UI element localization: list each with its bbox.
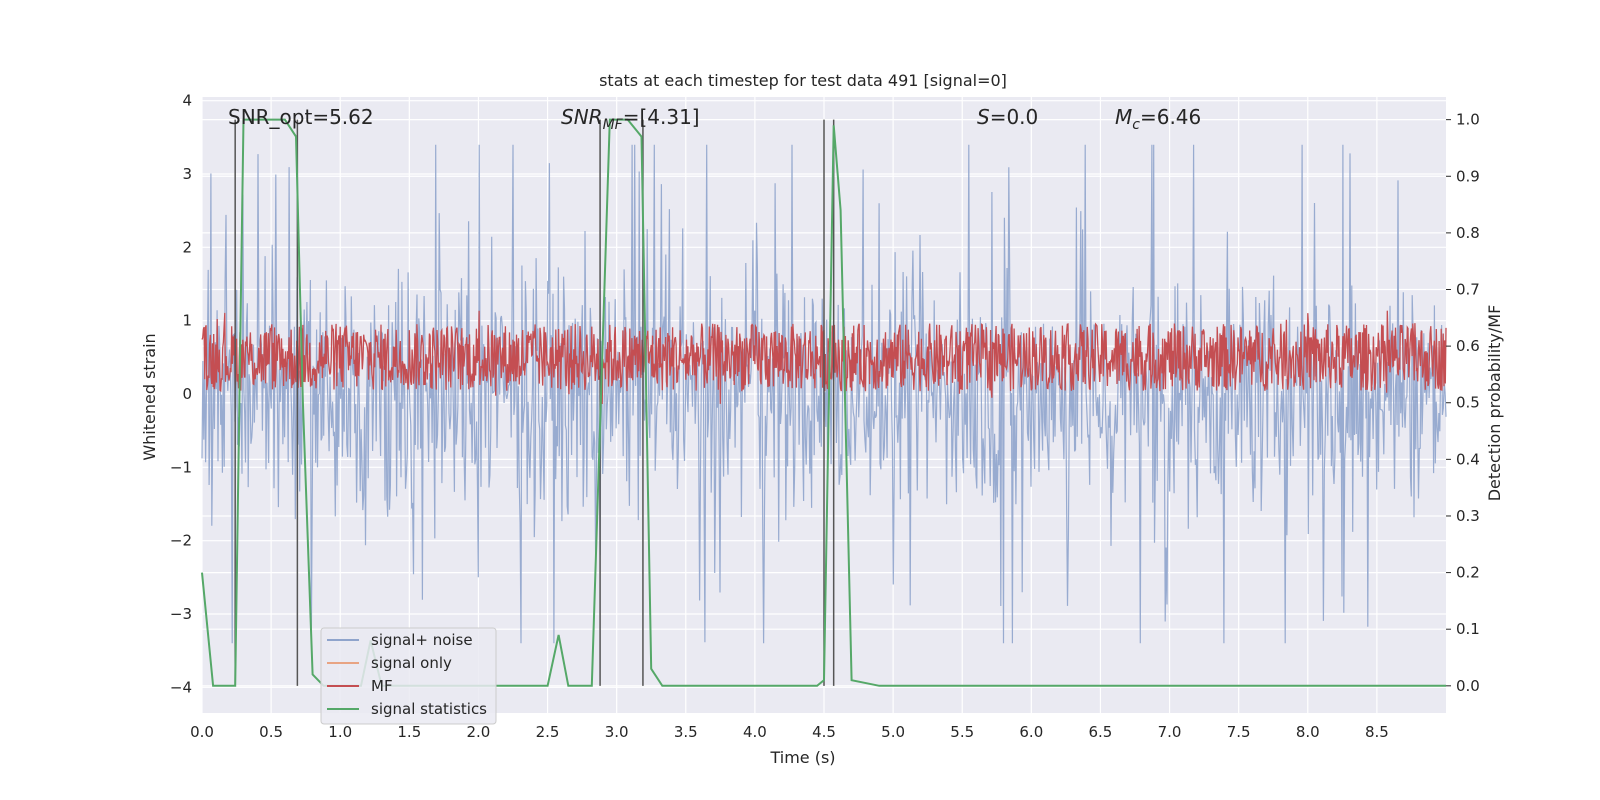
y2-tick-label: 0.7 <box>1456 281 1480 299</box>
legend-box <box>320 627 497 725</box>
x-tick-label: 5.5 <box>950 723 974 741</box>
y-tick-label: 1 <box>182 312 192 330</box>
annotation-snr-mf-main: SNR <box>561 105 603 129</box>
x-tick-label: 1.5 <box>397 723 421 741</box>
y2-tick-label: 0.3 <box>1456 507 1480 525</box>
x-tick-label: 0.5 <box>259 723 283 741</box>
y-tick-label: 0 <box>182 385 192 403</box>
legend-label-signal-only: signal only <box>371 654 452 672</box>
x-tick-label: 6.5 <box>1089 723 1113 741</box>
x-tick-label: 2.5 <box>536 723 560 741</box>
y2-tick-label: 1.0 <box>1456 111 1480 129</box>
annotation-snr-mf-sub: MF <box>603 117 624 133</box>
annotation-mc-value: =6.46 <box>1140 105 1201 129</box>
x-tick-label: 8.5 <box>1365 723 1389 741</box>
y-axis-label: Whitened strain <box>140 333 159 460</box>
annotation-mc-sub: c <box>1132 117 1140 133</box>
x-ticks: 0.0 0.5 1.0 1.5 2.0 2.5 3.0 3.5 4.0 4.5 5.0 5.5 6.0 6… <box>190 723 1389 741</box>
x-tick-label: 1.0 <box>328 723 352 741</box>
y2-tick-label: 0.0 <box>1456 677 1480 695</box>
y2-tick-label: 0.9 <box>1456 167 1480 185</box>
y2-tick-label: 0.1 <box>1456 620 1480 638</box>
y2-tick-label: 0.8 <box>1456 224 1480 242</box>
x-tick-label: 2.0 <box>467 723 491 741</box>
annotation-snr-mf-value: =[4.31] <box>623 105 700 129</box>
x-tick-label: 3.0 <box>605 723 629 741</box>
y-ticks: −4 −3 −2 −1 0 1 2 3 4 <box>170 92 192 697</box>
chart-title: stats at each timestep for test data 491… <box>599 71 1007 90</box>
legend-label-signal-noise: signal+ noise <box>371 631 473 649</box>
legend-label-signal-statistics: signal statistics <box>371 700 487 718</box>
annotation-snr-opt: SNR_opt=5.62 <box>228 105 374 129</box>
legend: signal+ noise signal only MF signal stat… <box>320 627 497 725</box>
y-tick-label: −2 <box>170 532 192 550</box>
x-tick-label: 0.0 <box>190 723 214 741</box>
y-tick-label: −1 <box>170 458 192 476</box>
x-tick-label: 3.5 <box>674 723 698 741</box>
x-tick-label: 8.0 <box>1296 723 1320 741</box>
annotation-s: S=0.0 <box>977 105 1038 129</box>
signal-statistics-line <box>201 118 1446 687</box>
x-axis-label: Time (s) <box>769 748 835 767</box>
signal-statistics-series <box>201 118 1446 687</box>
y-tick-label: 3 <box>182 165 192 183</box>
x-tick-label: 4.0 <box>743 723 767 741</box>
x-tick-label: 4.5 <box>812 723 836 741</box>
annotation-s-main: S <box>977 105 990 129</box>
y2-tick-label: 0.6 <box>1456 337 1480 355</box>
y-tick-label: −4 <box>170 678 192 696</box>
y2-tick-label: 0.4 <box>1456 450 1480 468</box>
annotation-snr-mf: SNRMF=[4.31] <box>561 105 700 133</box>
annotation-s-value: =0.0 <box>990 105 1039 129</box>
x-tick-label: 6.0 <box>1019 723 1043 741</box>
annotation-mc-main: M <box>1115 105 1132 129</box>
y-tick-label: 4 <box>182 92 192 110</box>
x-tick-label: 5.0 <box>881 723 905 741</box>
legend-label-mf: MF <box>371 677 393 695</box>
x-tick-label: 7.0 <box>1158 723 1182 741</box>
detection-vlines <box>234 119 835 686</box>
y2-tick-label: 0.2 <box>1456 564 1480 582</box>
annotation-mc: Mc=6.46 <box>1115 105 1201 133</box>
y2-axis-label: Detection probability/MF <box>1485 305 1504 502</box>
x-tick-label: 7.5 <box>1227 723 1251 741</box>
y-tick-label: −3 <box>170 605 192 623</box>
y2-tick-label: 0.5 <box>1456 394 1480 412</box>
y-tick-label: 2 <box>182 238 192 256</box>
y2-ticks: 0.0 0.1 0.2 0.3 0.4 0.5 0.6 0.7 0.8 0.9 1.0 <box>1446 111 1480 695</box>
